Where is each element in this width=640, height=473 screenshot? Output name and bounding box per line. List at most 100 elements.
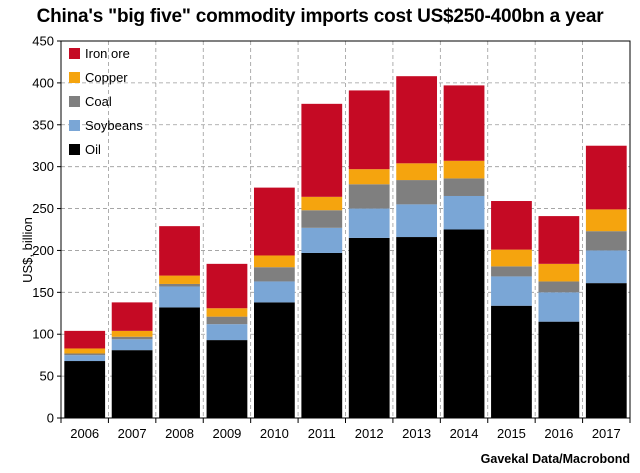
legend-swatch — [69, 96, 80, 107]
x-tick-label: 2013 — [402, 426, 431, 441]
legend-swatch — [69, 48, 80, 59]
bar-copper-2013 — [396, 163, 438, 181]
gridlines — [61, 41, 630, 418]
bar-oil-2013 — [396, 237, 438, 418]
bar-soybeans-2012 — [348, 208, 390, 238]
axes: 0 50 100 150 200 250 300 350 400 450 2006 2007 2008 2… — [32, 34, 631, 441]
legend-label: Iron ore — [85, 46, 130, 61]
bar-oil-2009 — [206, 340, 248, 418]
bar-coal-2011 — [301, 210, 343, 228]
x-tick-label: 2007 — [118, 426, 147, 441]
y-tick-label: 200 — [32, 243, 54, 258]
bar-oil-2010 — [253, 302, 295, 418]
bar-iron-ore-2007 — [111, 302, 153, 331]
legend: Iron ore Copper Coal Soybeans Oil — [69, 46, 143, 157]
bar-iron-ore-2017 — [585, 145, 627, 210]
x-tick-label: 2006 — [70, 426, 99, 441]
bar-copper-2016 — [538, 263, 580, 282]
bar-soybeans-2009 — [206, 324, 248, 341]
x-tick-label: 2017 — [592, 426, 621, 441]
bar-soybeans-2008 — [159, 286, 200, 308]
bar-copper-2009 — [206, 308, 248, 317]
legend-label: Copper — [85, 70, 128, 85]
y-tick-label: 250 — [32, 201, 54, 216]
bar-coal-2013 — [396, 180, 438, 205]
y-tick-label: 100 — [32, 327, 54, 342]
legend-label: Oil — [85, 142, 101, 157]
bar-copper-2007 — [111, 330, 153, 337]
bar-copper-2017 — [585, 209, 627, 232]
legend-label: Coal — [85, 94, 112, 109]
x-tick-label: 2010 — [260, 426, 289, 441]
bar-oil-2006 — [64, 361, 106, 418]
bar-coal-2006 — [64, 353, 106, 356]
y-tick-label: 350 — [32, 117, 54, 132]
bar-coal-2016 — [538, 281, 580, 293]
y-axis-label: US$, billion — [20, 217, 35, 283]
legend-label: Soybeans — [85, 118, 143, 133]
y-tick-label: 0 — [47, 411, 54, 426]
chart-title: China's "big five" commodity imports cos… — [36, 6, 604, 27]
x-tick-label: 2015 — [497, 426, 526, 441]
legend-swatch — [69, 72, 80, 83]
bar-iron-ore-2016 — [538, 216, 580, 264]
bar-oil-2012 — [348, 237, 390, 418]
x-tick-label: 2012 — [355, 426, 384, 441]
bar-oil-2008 — [159, 307, 200, 418]
bar-iron-ore-2010 — [253, 187, 295, 256]
bar-coal-2015 — [491, 266, 532, 277]
bar-coal-2017 — [585, 231, 627, 251]
bar-iron-ore-2015 — [491, 201, 532, 250]
bar-iron-ore-2014 — [443, 85, 485, 161]
bar-soybeans-2016 — [538, 292, 580, 322]
bar-coal-2009 — [206, 316, 248, 325]
x-tick-label: 2011 — [308, 426, 336, 441]
bar-iron-ore-2011 — [301, 103, 343, 197]
bar-iron-ore-2009 — [206, 263, 248, 309]
bar-coal-2007 — [111, 336, 153, 340]
bar-oil-2017 — [585, 283, 627, 418]
bar-iron-ore-2006 — [64, 330, 106, 349]
bar-oil-2014 — [443, 229, 485, 418]
bar-copper-2008 — [159, 275, 200, 284]
bar-coal-2012 — [348, 184, 390, 209]
bar-iron-ore-2013 — [396, 76, 438, 164]
bar-coal-2010 — [253, 267, 295, 282]
bar-soybeans-2014 — [443, 195, 485, 230]
x-tick-label: 2008 — [165, 426, 194, 441]
bar-copper-2015 — [491, 249, 532, 267]
bar-copper-2012 — [348, 169, 390, 185]
bar-copper-2006 — [64, 348, 106, 354]
bar-oil-2016 — [538, 321, 580, 418]
legend-swatch — [69, 120, 80, 131]
x-tick-label: 2009 — [212, 426, 241, 441]
bar-soybeans-2006 — [64, 355, 106, 362]
bar-soybeans-2010 — [253, 281, 295, 303]
bar-oil-2011 — [301, 252, 343, 418]
bar-soybeans-2007 — [111, 339, 153, 351]
bar-iron-ore-2012 — [348, 90, 390, 170]
bar-soybeans-2015 — [491, 276, 532, 306]
legend-swatch — [69, 144, 80, 155]
x-tick-label: 2016 — [544, 426, 573, 441]
y-tick-label: 400 — [32, 75, 54, 90]
bar-iron-ore-2008 — [159, 226, 200, 276]
y-tick-label: 300 — [32, 159, 54, 174]
bar-copper-2014 — [443, 160, 485, 179]
y-tick-label: 50 — [40, 369, 54, 384]
bar-soybeans-2013 — [396, 204, 438, 238]
bar-copper-2011 — [301, 196, 343, 211]
bar-oil-2007 — [111, 350, 153, 418]
bar-coal-2014 — [443, 178, 485, 196]
x-tick-label: 2014 — [450, 426, 479, 441]
bar-soybeans-2017 — [585, 250, 627, 284]
y-tick-label: 150 — [32, 285, 54, 300]
bar-soybeans-2011 — [301, 227, 343, 253]
bar-coal-2008 — [159, 283, 200, 287]
y-tick-label: 450 — [32, 34, 54, 49]
source-note: Gavekal Data/Macrobond — [480, 452, 630, 466]
bar-oil-2015 — [491, 305, 532, 418]
bars — [64, 76, 627, 418]
bar-copper-2010 — [253, 255, 295, 268]
